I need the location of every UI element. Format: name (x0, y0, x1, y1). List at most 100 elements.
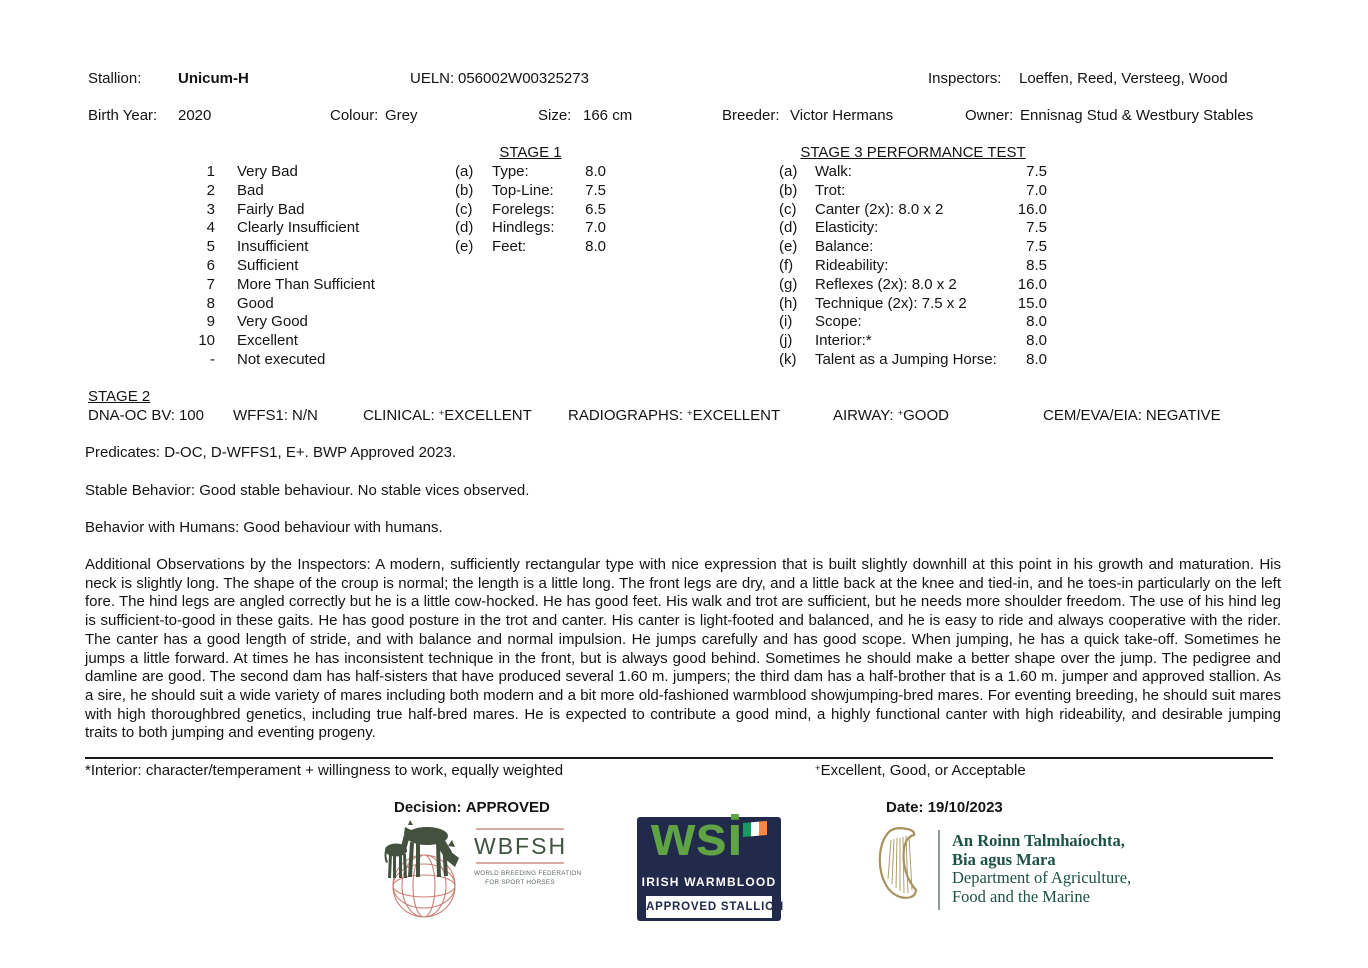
stage2-title: STAGE 2 (88, 388, 151, 405)
grading-scale-list: 1 Very Bad 2 Bad 3 Fairly Bad 4 Clearly Insu… (177, 163, 375, 370)
stage1-score: 7.0 (585, 219, 606, 237)
grading-scale-item: 10 Excellent (177, 332, 375, 351)
stage3-label: Talent as a Jumping Horse: (815, 350, 997, 368)
wbfsh-horses-globe-icon (384, 820, 459, 918)
stage3-letter: (k) (779, 350, 797, 368)
grading-scale-item: 4 Clearly Insufficient (177, 219, 375, 238)
wsi-irish-warmblood-text: IRISH WARMBLOOD (641, 875, 777, 889)
stage1-label: Hindlegs: (492, 219, 555, 237)
stage1-letter: (d) (455, 219, 474, 237)
ueln-label: UELN: (410, 70, 455, 87)
plus-superscript: + (438, 408, 445, 419)
dept-english-line2: Food and the Marine (952, 886, 1090, 906)
wbfsh-subtitle-line2: FOR SPORT HORSES (485, 879, 555, 886)
stage1-score-row: (e) Feet: 8.0 (455, 238, 606, 257)
stage3-score: 15.0 (1017, 294, 1047, 312)
stage2-field: RADIOGRAPHS: +EXCELLENT (568, 407, 780, 424)
stage3-score: 7.5 (1026, 219, 1047, 237)
wbfsh-bottom-line (476, 862, 564, 864)
decision-label: Decision: (394, 799, 462, 816)
wsi-acronym: wsi (651, 804, 743, 868)
date-value: 19/10/2023 (927, 799, 1003, 816)
stage1-letter: (a) (455, 163, 474, 180)
scale-label: Bad (237, 181, 264, 199)
stage1-score-row: (c) Forelegs: 6.5 (455, 201, 606, 220)
stage3-label: Rideability: (815, 256, 889, 274)
wbfsh-logo: WBFSH WORLD BREEDING FEDERATION FOR SPOR… (378, 820, 581, 922)
stage3-letter: (e) (779, 238, 798, 256)
scale-label: Sufficient (237, 256, 299, 274)
stage3-score-row: (k) Talent as a Jumping Horse: 8.0 (779, 351, 1047, 370)
stage2-field-label: DNA-OC BV: (88, 407, 175, 424)
scale-label: Insufficient (237, 238, 309, 256)
scale-number: 2 (206, 181, 215, 199)
stage3-score: 7.5 (1026, 163, 1047, 180)
grading-scale-item: 5 Insufficient (177, 238, 375, 257)
stage1-title: STAGE 1 (499, 144, 562, 161)
irish-flag-icon (743, 820, 767, 838)
stage3-score: 7.0 (1026, 181, 1047, 199)
scale-number: 8 (206, 294, 215, 312)
stage3-score-row: (a) Walk: 7.5 (779, 163, 1047, 182)
decision-line: Decision: APPROVED (394, 799, 550, 816)
scale-number: 1 (206, 163, 215, 180)
stage2-field-value: N/N (292, 407, 318, 424)
stage1-label: Type: (492, 163, 529, 180)
predicates-line: Predicates: D-OC, D-WFFS1, E+. BWP Appro… (85, 444, 457, 461)
scale-number: 7 (206, 275, 215, 293)
stallion-label: Stallion: (88, 70, 142, 87)
wbfsh-text-block: WBFSH WORLD BREEDING FEDERATION FOR SPOR… (474, 828, 581, 887)
breeder-label: Breeder: (722, 107, 780, 124)
scale-number: 5 (206, 238, 215, 256)
stage3-letter: (h) (779, 294, 798, 312)
stage3-letter: (d) (779, 219, 798, 237)
plus-superscript: + (815, 763, 821, 774)
stage1-letter: (e) (455, 238, 474, 256)
dept-irish-line2: Bia agus Mara (952, 849, 1056, 869)
behavior-with-humans-line: Behavior with Humans: Good behaviour wit… (85, 519, 443, 536)
stage1-score: 6.5 (585, 200, 606, 218)
stage2-field-label: WFFS1: (233, 407, 288, 424)
stage2-field-label: CEM/EVA/EIA: (1043, 407, 1142, 424)
stage2-field-value: GOOD (903, 407, 949, 424)
stage3-letter: (i) (779, 313, 793, 331)
stage3-letter: (a) (779, 163, 798, 180)
inspectors-label: Inspectors: (928, 70, 1002, 87)
plus-superscript: + (897, 408, 904, 419)
breeder-value: Victor Hermans (790, 107, 894, 124)
grading-scale-item: 7 More Than Sufficient (177, 276, 375, 295)
stage3-letter: (b) (779, 181, 798, 199)
footnote-interior: *Interior: character/temperament + willi… (85, 762, 564, 779)
additional-observations-paragraph: Additional Observations by the Inspector… (85, 556, 1281, 742)
owner-label: Owner: (965, 107, 1014, 124)
wbfsh-top-line (476, 828, 564, 830)
colour-value: Grey (385, 107, 418, 124)
stage3-letter: (f) (779, 256, 794, 274)
stage2-field-label: RADIOGRAPHS: (568, 407, 684, 424)
stable-behavior-line: Stable Behavior: Good stable behaviour. … (85, 482, 530, 499)
stage3-label: Balance: (815, 238, 874, 256)
stage3-letter: (c) (779, 200, 797, 218)
birth-year-value: 2020 (178, 107, 212, 124)
stage3-score: 8.0 (1026, 313, 1047, 331)
dept-irish-line1: An Roinn Talmhaíochta, (952, 831, 1125, 850)
stage2-field: DNA-OC BV: 100 (88, 407, 204, 424)
stallion-name: Unicum-H (178, 70, 249, 87)
stage3-label: Technique (2x): 7.5 x 2 (815, 294, 967, 312)
scale-number: 9 (206, 313, 215, 331)
stage1-score-row: (b) Top-Line: 7.5 (455, 182, 606, 201)
scale-label: Excellent (237, 332, 298, 350)
stage3-label: Elasticity: (815, 219, 879, 237)
scale-label: More Than Sufficient (237, 275, 375, 293)
stage1-label: Top-Line: (492, 181, 554, 199)
stage3-score: 8.0 (1026, 332, 1047, 350)
stage3-label: Canter (2x): 8.0 x 2 (815, 200, 944, 218)
scale-label: Very Bad (237, 163, 298, 180)
scale-number: 3 (206, 200, 215, 218)
stage1-letter: (c) (455, 200, 473, 218)
stage3-scores: (a) Walk: 7.5 (b) Trot: 7.0 (c) Canter (2x): … (779, 163, 1047, 370)
stage3-score-row: (b) Trot: 7.0 (779, 182, 1047, 201)
birth-year-label: Birth Year: (88, 107, 158, 124)
inspectors-value: Loeffen, Reed, Versteeg, Wood (1019, 70, 1228, 87)
stage3-score: 7.5 (1026, 238, 1047, 256)
